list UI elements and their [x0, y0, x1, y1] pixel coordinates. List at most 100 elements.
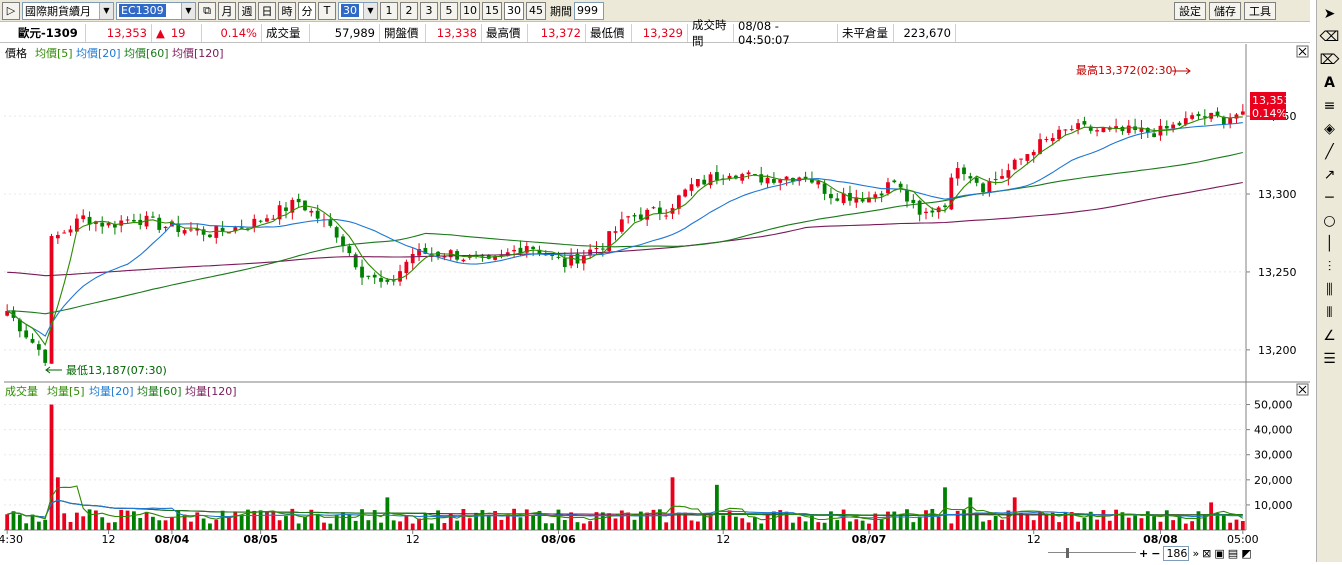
- volume-bar: [816, 522, 821, 530]
- minute-30-button[interactable]: 30: [504, 1, 524, 20]
- period-tick[interactable]: T: [318, 1, 336, 20]
- minute-2-button[interactable]: 2: [400, 1, 418, 20]
- candle-body: [638, 214, 643, 220]
- volume-bar: [797, 516, 802, 530]
- price-pane-close-icon[interactable]: [1296, 45, 1309, 58]
- candle-body: [854, 197, 859, 203]
- minute-3-button[interactable]: 3: [420, 1, 438, 20]
- arrow-tool-icon[interactable]: ↗: [1323, 166, 1336, 183]
- volume-bar: [157, 520, 162, 530]
- volume-bar: [841, 509, 846, 530]
- tools-button[interactable]: 工具: [1244, 2, 1276, 20]
- zoom-reset-icon[interactable]: ⊠: [1202, 546, 1212, 560]
- double-chevron-right-icon[interactable]: »: [1192, 546, 1200, 560]
- period-minute[interactable]: 分: [298, 1, 316, 20]
- volume-bar: [1133, 515, 1138, 530]
- candle-body: [17, 319, 22, 332]
- zoom-out-icon[interactable]: −: [1151, 546, 1161, 560]
- period-day[interactable]: 日: [258, 1, 276, 20]
- candle-body: [708, 174, 713, 186]
- volume-tick-label: 20,000: [1254, 474, 1293, 487]
- volume-tick-label: 30,000: [1254, 449, 1293, 462]
- text-tool-icon[interactable]: A: [1324, 74, 1335, 91]
- minute-45-button[interactable]: 45: [526, 1, 546, 20]
- minute-10-button[interactable]: 10: [460, 1, 480, 20]
- candle-body: [1082, 121, 1087, 125]
- volume-bar: [905, 509, 909, 530]
- volume-bar: [619, 510, 624, 530]
- search-window-icon[interactable]: ⧉: [198, 1, 216, 20]
- channel-tool-icon[interactable]: ⫶: [1327, 258, 1332, 275]
- volume-pane-close-icon[interactable]: [1296, 383, 1309, 396]
- volume-bar: [385, 497, 390, 530]
- candle-body: [1012, 159, 1017, 170]
- zoom-slider[interactable]: [1048, 548, 1136, 558]
- zoom-in-icon[interactable]: +: [1139, 546, 1149, 560]
- volume-bar: [341, 512, 345, 530]
- period-week[interactable]: 週: [238, 1, 256, 20]
- period-count-input[interactable]: 999: [574, 1, 604, 20]
- grid-icon[interactable]: ▤: [1227, 546, 1239, 560]
- candle-body: [1145, 127, 1150, 133]
- price-tick-label: 13,250: [1258, 266, 1297, 279]
- period-hour[interactable]: 時: [278, 1, 296, 20]
- candle-body: [379, 278, 383, 282]
- level-lines-icon[interactable]: ☰: [1323, 350, 1336, 367]
- volume-bar: [1095, 519, 1099, 530]
- fibonacci-icon[interactable]: ∠: [1323, 327, 1336, 344]
- chevron-down-icon: ▼: [99, 2, 113, 19]
- volume-bar: [100, 517, 105, 530]
- menu-lines-icon[interactable]: ≡: [1323, 97, 1336, 114]
- cursor-icon[interactable]: ➤: [1323, 5, 1336, 22]
- change-value: 19: [170, 25, 186, 40]
- volume-bar: [898, 515, 903, 530]
- volume-bar: [721, 515, 726, 530]
- candle-body: [429, 253, 434, 255]
- volume-bar: [714, 484, 719, 530]
- volume-bar: [981, 521, 985, 530]
- volume-bar: [759, 523, 764, 530]
- candle-body: [258, 220, 263, 222]
- period-month[interactable]: 月: [218, 1, 236, 20]
- horizontal-line-icon[interactable]: ─: [1325, 189, 1334, 206]
- eraser-all-icon[interactable]: ⌦: [1319, 51, 1340, 68]
- chart-icon[interactable]: ◩: [1241, 546, 1252, 560]
- volume-bar: [924, 510, 928, 530]
- market-select[interactable]: 國際期貨續月 ▼: [22, 1, 114, 20]
- volume-bar: [1031, 520, 1036, 530]
- volume-bar: [626, 512, 631, 530]
- vertical-line-icon[interactable]: │: [1325, 235, 1334, 252]
- minute-5-button[interactable]: 5: [440, 1, 458, 20]
- gann-tool-icon[interactable]: ⦀: [1326, 304, 1333, 321]
- volume-bar: [220, 510, 225, 530]
- high-value: 13,372: [528, 23, 586, 42]
- volume-bar: [499, 519, 504, 530]
- candle-body: [24, 330, 29, 338]
- minute-select[interactable]: 30 ▼: [338, 1, 378, 20]
- zoom-input[interactable]: 186: [1163, 545, 1190, 561]
- candle-body: [398, 271, 402, 282]
- volume-bar: [512, 508, 517, 530]
- fan-tool-icon[interactable]: ⫼: [1326, 281, 1333, 298]
- eraser-icon[interactable]: ⌫: [1319, 28, 1340, 45]
- price-volume-chart[interactable]: 價格 均價[5] 均價[20] 均價[60] 均價[120] 成交量 均量[5]…: [0, 44, 1310, 562]
- settings-button[interactable]: 設定: [1174, 2, 1206, 20]
- minute-1-button[interactable]: 1: [380, 1, 398, 20]
- candle-body: [36, 344, 41, 350]
- paint-icon[interactable]: ◈: [1324, 120, 1335, 137]
- volume-bar: [987, 520, 992, 530]
- window-icon[interactable]: ▣: [1214, 546, 1225, 560]
- candle-body: [1044, 139, 1049, 141]
- candle-body: [772, 178, 776, 183]
- symbol-select[interactable]: EC1309 ▼: [116, 1, 196, 20]
- chart-area[interactable]: 價格 均價[5] 均價[20] 均價[60] 均價[120] 成交量 均量[5]…: [0, 44, 1310, 562]
- volume-bar: [702, 514, 707, 530]
- play-icon[interactable]: ▷: [2, 1, 20, 20]
- candle-body: [246, 228, 250, 230]
- save-button[interactable]: 儲存: [1209, 2, 1241, 20]
- circle-tool-icon[interactable]: ○: [1323, 212, 1336, 229]
- minute-15-button[interactable]: 15: [482, 1, 502, 20]
- legend-ma5: 均價[5]: [35, 46, 73, 60]
- volume-bar: [727, 510, 732, 530]
- line-tool-icon[interactable]: ╱: [1325, 143, 1334, 160]
